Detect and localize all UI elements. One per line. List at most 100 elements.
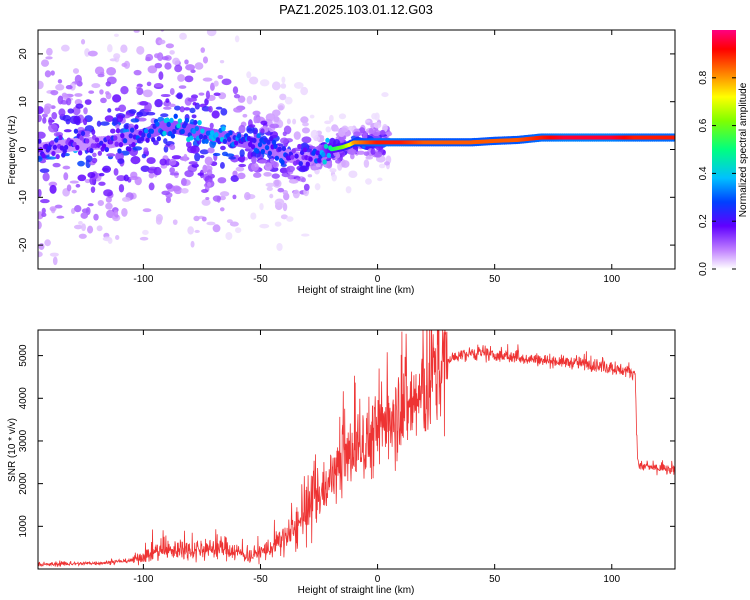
spectrogram-ridge-cell [198,134,204,140]
spectrogram-cell [80,39,86,45]
spectrogram-cell [169,172,180,176]
spectrogram-cell [62,165,71,170]
spectrogram-cell [163,106,172,110]
spectrogram-cell [42,113,48,118]
spectrogram-cell [358,127,365,134]
spectrogram-cell [102,165,112,173]
spectrogram-cell [229,221,239,227]
spectrogram-cell [63,172,69,181]
spectrogram-cell [244,192,251,201]
spectrogram-cell [300,86,309,96]
colorbar-tick-label: 0.4 [698,166,709,180]
spectrogram-cell [148,172,155,179]
spectrogram-cell [384,161,390,166]
spectrogram-cell [133,69,142,76]
spectrogram-cell [212,224,221,233]
spectrogram-ridge-cell [97,150,103,156]
x-tick-label: 0 [375,574,381,585]
spectrogram-cell [57,95,64,105]
spectrogram-cell [201,216,207,222]
spectrogram-cell [309,114,315,119]
spectrogram-cell [38,114,42,123]
spectrogram-cell [326,160,333,169]
spectrogram-cell [165,98,170,103]
spectrogram-cell [105,91,110,95]
spectrogram-cell [314,183,321,191]
spectrogram-cell [168,103,176,108]
spectrogram-ridge-cell [41,153,46,159]
spectrogram-cell [169,50,175,55]
colorbar-tick-label: 0.6 [698,118,709,132]
spectrogram-cell [172,185,181,192]
spectrogram-cell [70,208,76,214]
spectrogram-cell [238,124,246,134]
spectrogram-cell [130,156,141,165]
spectrogram-cell [259,79,270,87]
spectrogram-cell [134,2,144,6]
spectrogram-cell [265,182,275,188]
spectrogram-cell [105,202,113,210]
spectrogram-cell [373,121,382,129]
spectrogram-ridge-cell [177,118,183,124]
spectrogram-ridge-cell [89,148,94,154]
spectrogram-ridge-cell [162,130,167,137]
spectrogram-cell [286,165,296,173]
spectrogram-cell [137,117,147,122]
spectrogram-cell [274,179,280,187]
spectrogram-ridge-cell [170,133,176,139]
y-tick-label: -20 [18,237,29,252]
spectrogram-cell [88,90,95,94]
y-tick-label: 3000 [18,429,29,452]
spectrogram-cell [212,195,221,202]
spectrogram-cell [169,88,175,96]
spectrogram-cell [73,224,83,230]
spectrogram-ridge-cell [291,148,296,154]
spectrogram-cell [154,98,163,108]
spectrogram-cell [142,208,152,213]
spectrogram-cell [230,321,234,330]
spectrogram-cell [286,118,291,125]
spectrogram-cell [258,159,267,164]
spectrogram-ridge-cell [52,144,58,150]
spectrogram-ridge-cell [233,140,239,146]
spectrogram-cell [381,92,389,98]
spectrogram-cell [232,86,239,95]
spectrogram-cell [116,175,126,182]
colorbar-tick-label: 0.8 [698,70,709,84]
spectrogram-ridge-cell [59,145,65,151]
x-tick-label: -100 [133,274,153,285]
spectrogram-cell [52,162,61,168]
spectrogram-cell [146,157,156,164]
spectrogram-cell [264,162,272,171]
spectrogram-cell [202,77,213,82]
spectrogram-cell [301,136,312,144]
spectrogram-ridge-cell [281,145,287,152]
spectrogram-cell [303,183,310,191]
spectrogram-cell [177,74,186,82]
spectrogram-cell [160,93,171,98]
spectrogram-cell [128,109,137,114]
spectrogram-cell [190,240,195,248]
spectrogram-cell [300,116,309,124]
spectrogram-cell [155,216,163,225]
spectrogram-cell [362,132,368,140]
spectrogram-cell [81,208,89,214]
spectrogram-cell [373,151,383,158]
spectrogram-ridge-cell [151,137,156,143]
y-tick-label: 5000 [18,344,29,367]
spectrogram-cell [228,156,236,160]
spectrogram-cell [377,177,383,182]
spectrogram-cell [49,252,59,257]
spectrogram-ridge-cell [58,134,63,141]
spectrogram-cell [74,205,82,213]
spectrogram-cell [79,19,85,22]
spectrogram-cell [113,168,119,176]
spectrogram-cell [84,178,91,184]
spectrogram-cell [40,59,50,67]
spectrogram-cell [280,137,289,144]
spectrogram-cell [48,123,58,133]
spectrogram-cell [170,272,178,275]
spectrogram-cell [288,178,299,184]
spectrogram-cell [230,175,239,183]
spectrogram-cell [66,184,72,192]
